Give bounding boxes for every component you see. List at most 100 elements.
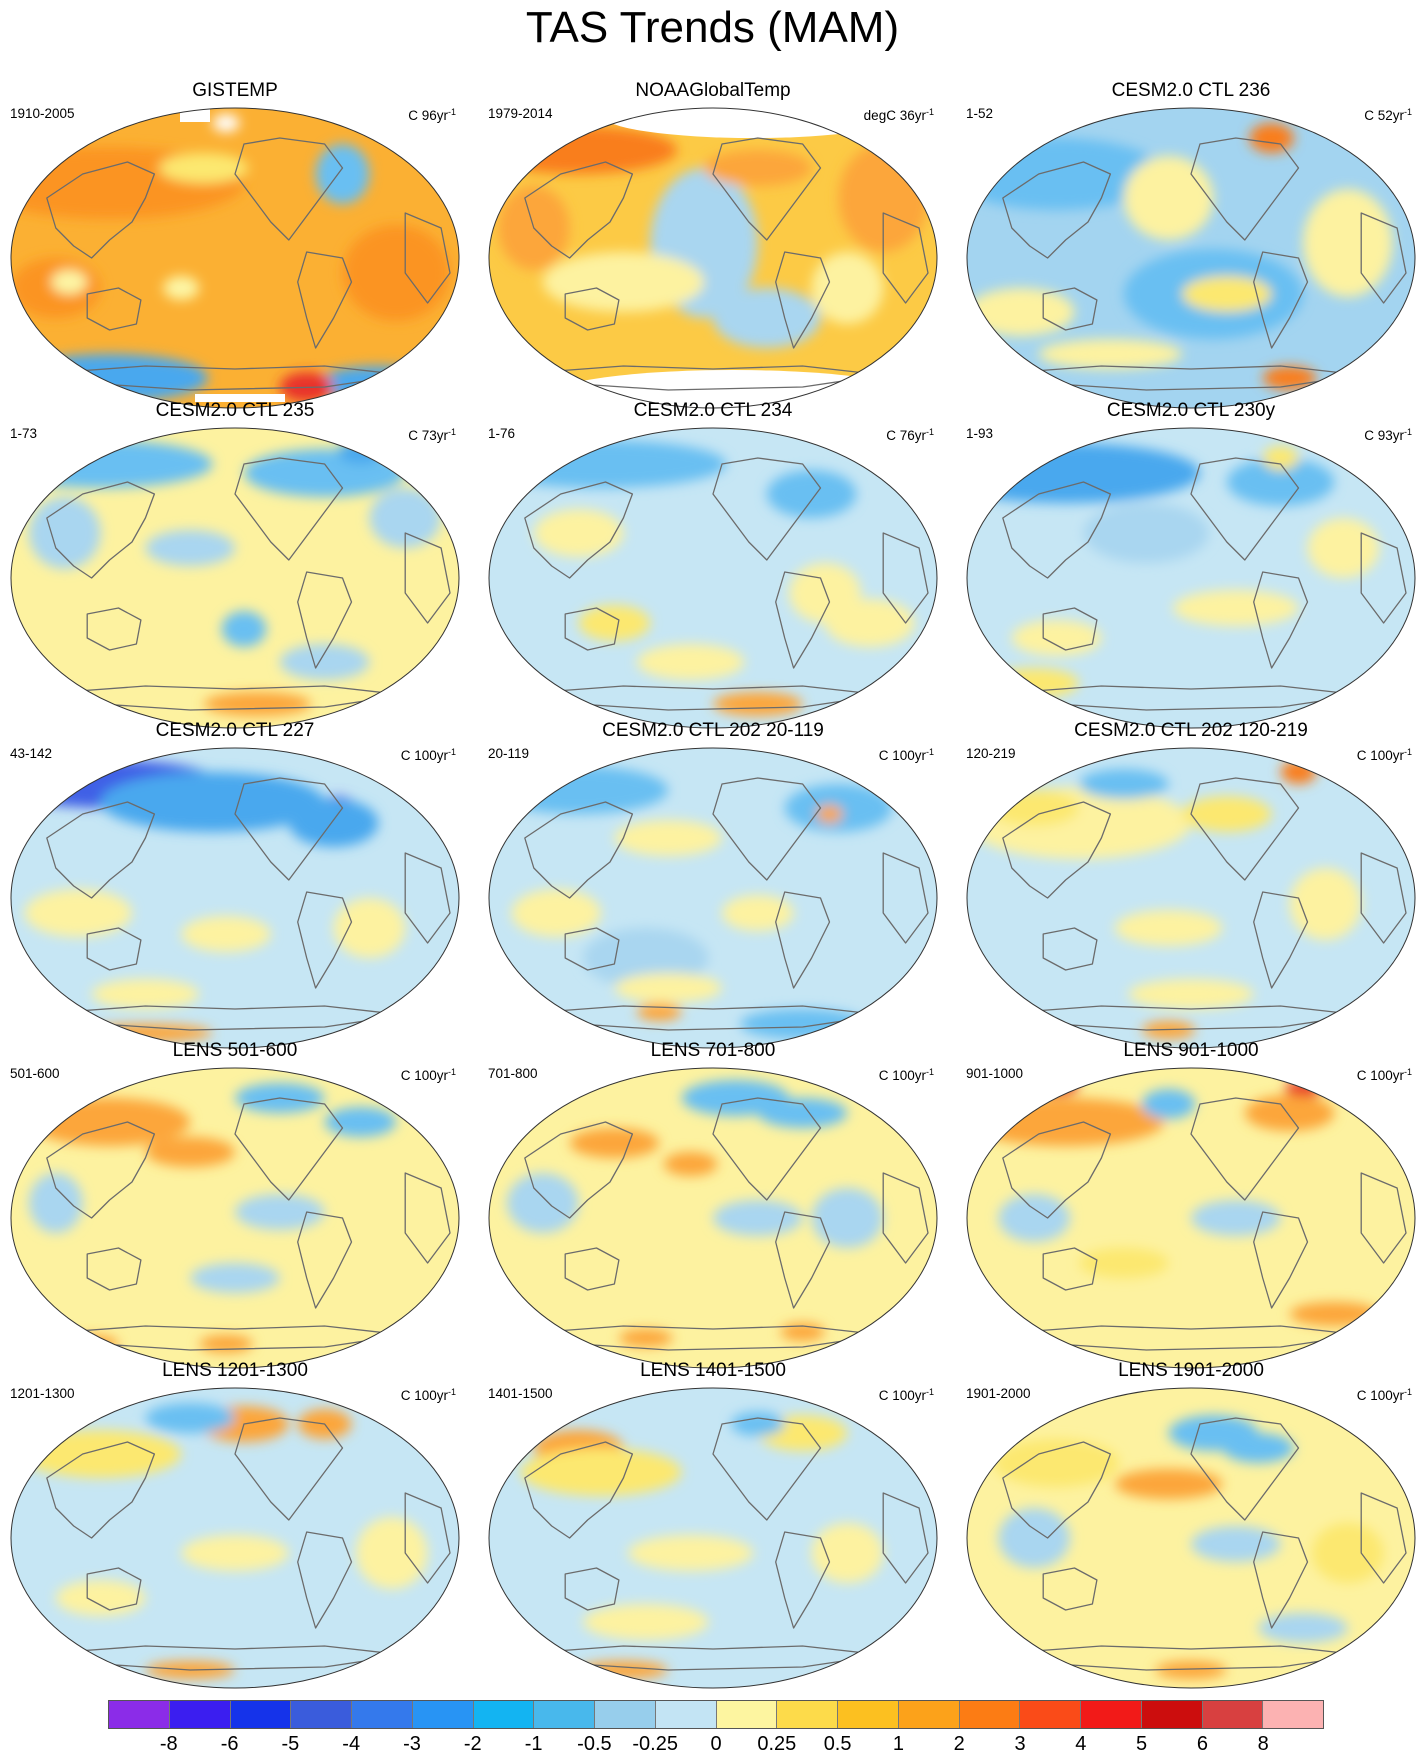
units-text: C: [878, 1388, 889, 1403]
map-outline: [10, 747, 460, 1049]
trend-anomaly-region: [1280, 760, 1317, 784]
colorbar-tick-label: -6: [220, 1733, 239, 1755]
trend-anomaly-region: [64, 1335, 119, 1353]
trend-units-label: C 76yr-1: [886, 424, 934, 444]
trend-anomaly-region: [998, 1194, 1071, 1242]
trend-anomaly-region: [181, 916, 271, 952]
map-panel: GISTEMP 1910-2005 C 96yr-1: [0, 78, 470, 409]
map-plot: [10, 1067, 460, 1369]
trend-anomaly-region: [967, 787, 1191, 859]
panel-title: GISTEMP: [192, 80, 278, 101]
exponent-text: -1: [925, 427, 934, 437]
trend-anomaly-region: [998, 1508, 1071, 1568]
trend-units-label: C 52yr-1: [1364, 104, 1412, 124]
trend-anomaly-region: [28, 497, 101, 569]
map-outline: [10, 107, 460, 409]
trend-anomaly-region: [288, 799, 379, 847]
period-label: 1-52: [966, 106, 994, 121]
exponent-text: -1: [1403, 427, 1412, 437]
exponent-text: -1: [1403, 747, 1412, 757]
trend-anomaly-region: [24, 889, 132, 937]
trend-anomaly-region: [1079, 1248, 1169, 1278]
trend-units-label: C 100yr-1: [879, 1384, 934, 1404]
exponent-text: -1: [447, 107, 456, 117]
units-text: C: [1356, 1068, 1367, 1083]
colorbar-swatch: [1141, 1701, 1203, 1728]
units-text: C: [1364, 428, 1374, 443]
coastline: [297, 891, 353, 989]
coastline: [882, 1172, 929, 1264]
trend-anomaly-region: [578, 605, 651, 641]
trend-anomaly-region: [1307, 518, 1380, 578]
trend-anomaly-region: [181, 1535, 289, 1571]
trend-anomaly-region: [1038, 339, 1183, 369]
map-panel: LENS 901-1000 901-1000 C 100yr-1: [956, 1038, 1425, 1369]
trend-anomaly-region: [324, 1107, 397, 1137]
colorbar-tick-label: 5: [1136, 1733, 1148, 1755]
trend-period-text: 96yr: [421, 108, 448, 123]
trend-units-label: degC 36yr-1: [864, 104, 934, 124]
period-label: 43-142: [10, 746, 53, 761]
coastline: [297, 1211, 353, 1309]
trend-units-label: C 100yr-1: [1357, 744, 1412, 764]
trend-anomaly-region: [583, 928, 709, 988]
coastline: [234, 777, 344, 881]
coastline: [712, 1417, 822, 1521]
colorbar-tick-label: -5: [281, 1733, 300, 1755]
trend-period-text: 100yr: [414, 1068, 448, 1083]
period-label: 1-93: [966, 426, 994, 441]
period-label: 1910-2005: [10, 106, 75, 121]
coastline: [712, 777, 822, 881]
period-label: 1-76: [488, 426, 516, 441]
map-panel: CESM2.0 CTL 202 20-119 20-119 C 100yr-1: [478, 718, 948, 1049]
trend-anomaly-region: [569, 1128, 660, 1158]
coastline: [297, 251, 353, 349]
trend-anomaly-region: [721, 895, 794, 931]
trend-anomaly-region: [533, 509, 624, 557]
trend-anomaly-region: [1114, 1469, 1223, 1499]
trend-anomaly-region: [506, 1173, 579, 1233]
colorbar-swatch: [534, 1701, 595, 1728]
map-panel: LENS 1401-1500 1401-1500 C 100yr-1: [478, 1358, 948, 1689]
trend-anomaly-region: [967, 288, 1075, 336]
coastline: [1042, 927, 1098, 971]
map-outline: [488, 1387, 938, 1689]
colorbar-swatch: [898, 1701, 960, 1728]
colorbar-tick-label: 4: [1075, 1733, 1087, 1755]
coastline: [1253, 891, 1309, 989]
trend-anomaly-region: [1083, 503, 1209, 563]
period-label: 1901-2000: [966, 1386, 1031, 1401]
colorbar-swatch: [473, 1701, 535, 1728]
trend-period-text: 100yr: [892, 1388, 926, 1403]
trend-units-label: C 100yr-1: [879, 744, 934, 764]
trend-units-label: C 100yr-1: [879, 1064, 934, 1084]
colorbar-tick-label: 1: [892, 1733, 904, 1755]
map-plot: [966, 427, 1416, 729]
panel-title: CESM2.0 CTL 234: [633, 400, 793, 421]
coastline: [882, 852, 929, 944]
map-outline: [10, 427, 460, 729]
exponent-text: -1: [447, 1067, 456, 1077]
map-plot: [10, 747, 460, 1049]
trend-units-label: C 100yr-1: [401, 1064, 456, 1084]
colorbar-swatch: [716, 1701, 778, 1728]
panel-title: CESM2.0 CTL 230y: [1106, 400, 1276, 421]
trend-anomaly-region: [1289, 1302, 1380, 1326]
coastline: [46, 161, 156, 259]
period-label: 501-600: [10, 1066, 60, 1081]
units-text: C: [878, 748, 889, 763]
trend-anomaly-region: [811, 252, 884, 324]
trend-period-text: 100yr: [892, 1068, 926, 1083]
trend-anomaly-region: [1249, 123, 1295, 153]
trend-units-label: C 93yr-1: [1364, 424, 1412, 444]
trend-units-label: C 96yr-1: [408, 104, 456, 124]
trend-anomaly-region: [489, 126, 678, 174]
coastline: [86, 607, 142, 651]
trend-anomaly-region: [757, 1098, 848, 1128]
colorbar-swatch: [1202, 1701, 1264, 1728]
map-outline: [966, 747, 1416, 1049]
map-panel: CESM2.0 CTL 227 43-142 C 100yr-1: [0, 718, 470, 1049]
panel-title: CESM2.0 CTL 202 20-119: [602, 720, 824, 741]
coastline: [1253, 1211, 1309, 1309]
colorbar-labels: -8 -6 -5 -4 -3 -2 -1 -0.5 -0.25 0 0.25 0.5 1 2 3 4 5 6 8: [108, 1732, 1324, 1758]
